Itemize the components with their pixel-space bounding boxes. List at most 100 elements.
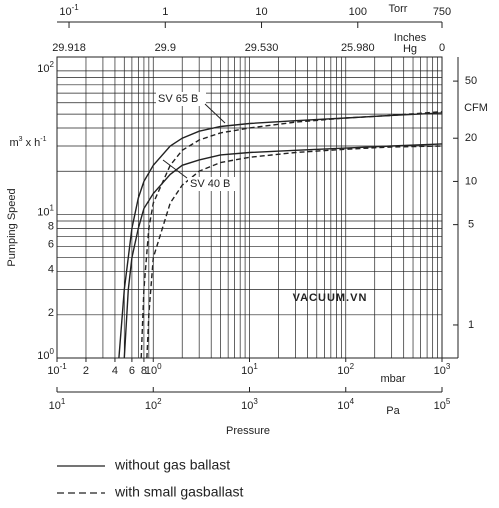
pa-tick-label-base: 10 [337, 400, 349, 412]
x-tick-label-base: 10 [47, 365, 59, 377]
pa-tick-label: 102 [145, 397, 162, 412]
y-unit-sup: 3 [19, 136, 23, 143]
pa-tick-label-base: 10 [434, 400, 446, 412]
pa-tick-label-base: 10 [49, 400, 61, 412]
y-tick-label-base: 10 [37, 63, 49, 75]
pa-tick-label: 101 [49, 397, 66, 412]
pa-axis-title: Pa [386, 405, 400, 417]
legend-label: without gas ballast [114, 457, 230, 473]
y-tick-label: 6 [48, 238, 54, 250]
top-tick-label: 750 [433, 6, 451, 18]
pa-tick-label-sup: 4 [350, 397, 355, 406]
y-unit-sup2: -1 [40, 136, 46, 143]
top-tick-label-sup: -1 [72, 3, 80, 12]
x-tick-label: 101 [241, 362, 258, 377]
inhg-tick-label: 25.980 [341, 42, 375, 54]
y-unit-base: m [9, 137, 18, 149]
y2-tick-label: 10 [465, 175, 477, 187]
annotation-bg [188, 177, 238, 191]
y-tick-label: 8 [48, 220, 54, 232]
y2-tick-label: 1 [468, 319, 474, 331]
annotation-leader [162, 159, 188, 179]
x-axis-title: Pressure [226, 425, 270, 437]
y-tick-label-base: 4 [48, 263, 54, 275]
pa-tick-label: 105 [434, 397, 451, 412]
x-tick-label-base: 10 [241, 365, 253, 377]
y-tick-label-sup: 2 [50, 60, 55, 69]
top-tick-label-base: 10 [59, 6, 71, 18]
x-tick-label-base: 6 [129, 365, 135, 377]
x-tick-label: 10-1 [47, 362, 67, 377]
inhg-tick-label: 29.918 [52, 42, 86, 54]
x-unit: mbar [380, 373, 405, 385]
y-tick-label: 102 [37, 60, 54, 75]
top-tick-label-base: 750 [433, 6, 451, 18]
top-axis-title: Torr [389, 3, 408, 15]
x-tick-label-base: 2 [83, 365, 89, 377]
y2-tick-label: 5 [468, 219, 474, 231]
x-tick-label: 100 [145, 362, 162, 377]
x-tick-label-sup: 3 [446, 362, 451, 371]
y-tick-label-sup: 1 [50, 204, 55, 213]
legend-label: with small gasballast [114, 484, 243, 500]
pumping-curve [146, 145, 443, 359]
y-unit-mid: x h [23, 137, 41, 149]
inhg-tick-label: 29.530 [245, 42, 279, 54]
x-tick-label-sup: -1 [60, 362, 68, 371]
top-tick-label-base: 10 [255, 6, 267, 18]
plot-frame [56, 56, 443, 359]
annotation-leader [204, 103, 226, 124]
watermark: VACUUM.VN [293, 292, 368, 304]
pa-tick-label-sup: 3 [253, 397, 258, 406]
x-tick-label-base: 8 [141, 365, 147, 377]
annotation: SV 65 B [158, 93, 198, 105]
pa-tick-label: 103 [241, 397, 258, 412]
y-tick-label-base: 6 [48, 238, 54, 250]
x-tick-label: 103 [434, 362, 451, 377]
x-tick-label-sup: 2 [350, 362, 355, 371]
y2-axis-title: CFM [464, 102, 488, 114]
x-tick-label-base: 10 [145, 365, 157, 377]
top-tick-label: 10 [255, 6, 267, 18]
pumping-curve [118, 112, 443, 359]
top-tick-label: 10-1 [59, 3, 79, 18]
inhg-tick-label: 0 [439, 42, 445, 54]
y-tick-label-base: 10 [37, 350, 49, 362]
x-tick-label-base: 4 [112, 365, 118, 377]
inhg-axis-title: Inches [394, 32, 427, 44]
inhg-axis-title: Hg [403, 43, 417, 55]
y-tick-label-base: 8 [48, 220, 54, 232]
inhg-tick-label: 29.9 [155, 42, 176, 54]
pa-tick-label: 104 [337, 397, 354, 412]
pa-tick-label-sup: 2 [157, 397, 162, 406]
x-tick-label: 6 [129, 365, 135, 377]
pumping-curve [123, 143, 443, 359]
pa-tick-label-base: 10 [241, 400, 253, 412]
y2-tick-label: 20 [465, 132, 477, 144]
y-tick-label-base: 2 [48, 307, 54, 319]
pa-tick-label-sup: 1 [61, 397, 66, 406]
pa-tick-label-base: 10 [145, 400, 157, 412]
y2-tick-label: 50 [465, 75, 477, 87]
y-tick-label-sup: 0 [50, 347, 55, 356]
top-tick-label: 100 [349, 6, 367, 18]
y-unit: m3 x h-1 [9, 136, 46, 149]
x-tick-label-base: 10 [434, 365, 446, 377]
pumping-curve [140, 111, 443, 359]
x-tick-label: 2 [83, 365, 89, 377]
x-tick-label: 4 [112, 365, 118, 377]
x-tick-label-sup: 1 [253, 362, 258, 371]
x-tick-label-base: 10 [337, 365, 349, 377]
x-tick-label: 8 [141, 365, 147, 377]
x-tick-label: 102 [337, 362, 354, 377]
x-tick-label-sup: 0 [157, 362, 162, 371]
y-tick-label: 2 [48, 307, 54, 319]
y-axis-title: Pumping Speed [6, 188, 18, 266]
y-tick-label: 4 [48, 263, 54, 275]
y-tick-label: 100 [37, 347, 54, 362]
top-tick-label: 1 [162, 6, 168, 18]
annotation-bg [156, 92, 206, 106]
y-tick-label-base: 10 [37, 206, 49, 218]
y-tick-label: 101 [37, 204, 54, 219]
